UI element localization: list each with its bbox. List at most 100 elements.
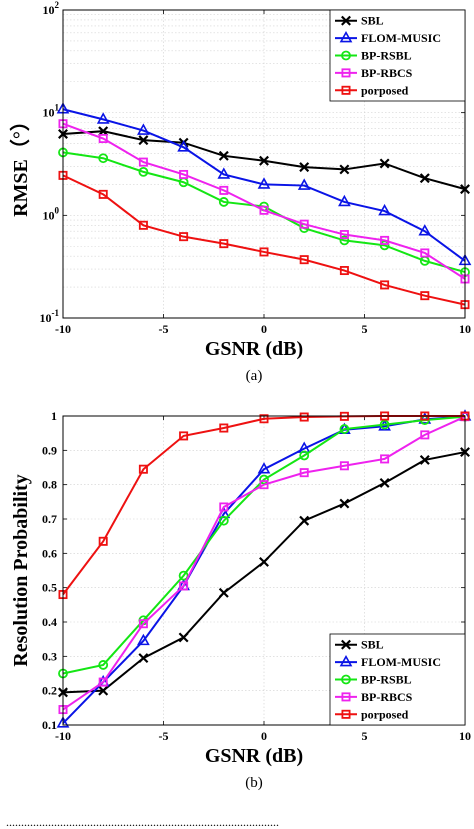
legend-item: BP-RBCS: [335, 66, 413, 80]
legend-label: FLOM-MUSIC: [361, 31, 441, 45]
data-point: [219, 423, 229, 433]
legend: SBL FLOM-MUSIC BP-RSBL BP-RBCS porposed: [329, 9, 466, 102]
data-point: [98, 660, 109, 670]
legend: SBL FLOM-MUSIC BP-RSBL BP-RBCS porposed: [329, 633, 466, 726]
series-sbl: [58, 126, 470, 195]
legend-marker: [341, 692, 351, 702]
data-point: [418, 412, 432, 424]
series-flom-music: [56, 102, 472, 266]
legend-label: SBL: [361, 638, 384, 652]
data-point: [299, 412, 309, 422]
chart-caption: (b): [245, 775, 263, 791]
legend-item: FLOM-MUSIC: [335, 30, 441, 45]
y-tick-label: 0.4: [42, 615, 57, 629]
data-point: [379, 477, 390, 488]
x-tick-label: -10: [55, 729, 71, 743]
data-point: [259, 414, 269, 424]
legend-label: BP-RBCS: [361, 66, 413, 80]
data-point: [218, 197, 229, 207]
y-tick-exponent: 2: [55, 0, 60, 10]
data-point: [339, 461, 349, 471]
data-point: [339, 164, 350, 175]
x-tick-label: -10: [55, 322, 71, 336]
data-point: [219, 502, 229, 512]
legend-marker: [341, 639, 351, 650]
series-sbl: [58, 447, 470, 698]
y-tick-label: 10-1: [40, 308, 60, 325]
data-point: [138, 166, 149, 177]
data-point: [98, 685, 109, 696]
data-point: [178, 632, 189, 643]
legend-item: porposed: [335, 707, 409, 721]
data-point: [257, 177, 271, 189]
data-point: [339, 424, 350, 434]
data-point: [179, 581, 189, 591]
data-point: [418, 224, 432, 236]
legend-label: BP-RSBL: [361, 673, 412, 687]
y-tick-label: 101: [43, 103, 60, 120]
data-point: [299, 219, 309, 229]
plot-frame: [62, 9, 466, 319]
data-point: [297, 178, 311, 190]
data-point: [420, 248, 430, 258]
legend-marker: [341, 15, 351, 26]
data-point: [379, 419, 390, 430]
x-axis-label: GSNR (dB): [205, 745, 303, 767]
y-tick-label: 0.8: [42, 478, 57, 492]
data-point: [299, 515, 310, 526]
x-tick-label: -5: [159, 729, 169, 743]
legend-label: BP-RBCS: [361, 690, 413, 704]
data-point: [259, 480, 269, 490]
y-tick-exponent: 0: [55, 205, 60, 215]
data-point: [299, 162, 310, 173]
x-tick-label: 5: [362, 322, 368, 336]
data-point: [178, 570, 189, 581]
data-point: [138, 464, 148, 474]
data-point: [218, 515, 229, 526]
x-tick-label: 0: [261, 322, 267, 336]
legend-item: BP-RSBL: [335, 673, 412, 687]
data-point: [259, 155, 269, 166]
legend-item: FLOM-MUSIC: [335, 654, 441, 669]
y-tick-exponent: 1: [55, 103, 60, 113]
data-point: [138, 619, 148, 629]
y-tick-base: 10: [43, 208, 55, 222]
x-tick-label: 0: [261, 729, 267, 743]
data-point: [217, 167, 231, 179]
data-point: [219, 185, 229, 195]
y-axis-label: RMSE（°）: [9, 111, 32, 217]
data-point: [259, 205, 269, 215]
data-point: [339, 235, 350, 246]
chart-b-resolution-probability: -10 -5 0 5 10 0.1 0.2 0.3 0.4 0.5 0.6 0.7 0.8 0.9 1 GSN…: [10, 409, 472, 791]
data-point: [98, 134, 108, 144]
data-point: [380, 280, 390, 290]
x-tick-label: -5: [159, 322, 169, 336]
legend-marker: [341, 68, 351, 78]
legend-item: BP-RBCS: [335, 690, 413, 704]
legend-marker: [341, 50, 351, 61]
data-point: [179, 232, 189, 242]
legend-marker: [341, 85, 351, 95]
data-point: [259, 247, 269, 257]
data-point: [299, 450, 310, 461]
legend-label: porposed: [361, 707, 409, 721]
y-tick-base: 10: [40, 311, 52, 325]
data-point: [339, 230, 349, 240]
data-point: [380, 454, 390, 464]
data-point: [98, 153, 109, 164]
chart-caption: (a): [246, 368, 263, 384]
y-tick-label: 1: [51, 409, 57, 423]
x-axis-label: GSNR (dB): [205, 338, 303, 360]
y-axis-label: Resolution Probability: [10, 474, 32, 666]
y-tick-label: 0.9: [42, 443, 57, 457]
data-point: [299, 255, 309, 265]
y-tick-base: 10: [43, 106, 55, 120]
data-point: [98, 126, 109, 137]
data-point: [339, 498, 350, 509]
legend-item: BP-RSBL: [335, 49, 412, 63]
data-point: [259, 474, 269, 485]
data-point: [96, 112, 110, 124]
data-point: [138, 135, 149, 146]
